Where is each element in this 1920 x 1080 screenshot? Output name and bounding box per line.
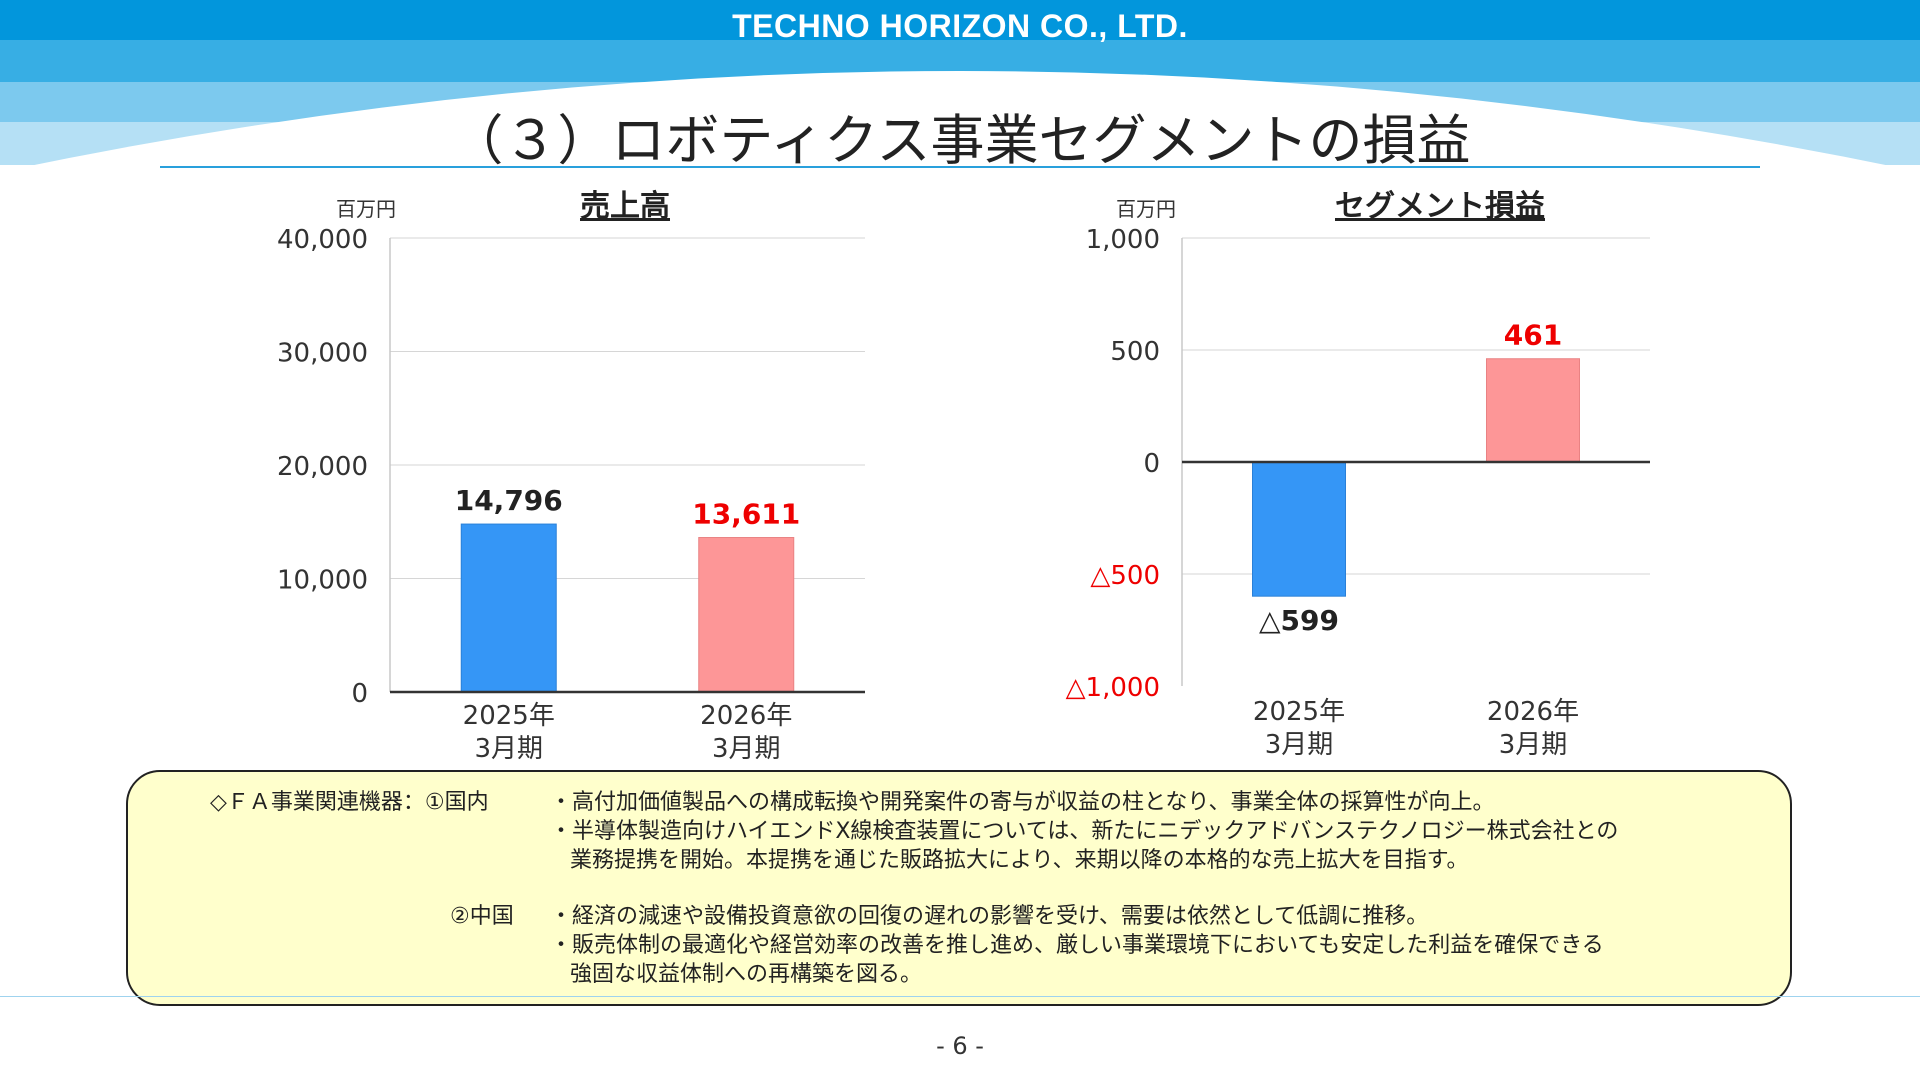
sales-chart: 百万円 売上高 0 10,000 20,000 30,000 40,000 14,796 202…: [0, 180, 900, 770]
header-band-1: [0, 0, 1920, 40]
domestic-bullet-2-cont: 業務提携を開始。本提携を通じた販路拡大により、来期以降の本格的な売上拡大を目指す…: [570, 848, 1469, 873]
chart-title: 売上高: [580, 189, 670, 224]
chart-title: セグメント損益: [1335, 189, 1545, 224]
segment-profit-chart-svg: 百万円 セグメント損益 △1,000 △500 0 500 1,000 △599 2025年 3月…: [1066, 189, 1650, 760]
data-label: △599: [1259, 604, 1339, 637]
y-tick-label: 1,000: [1086, 225, 1160, 255]
china-bullet-2: ・販売体制の最適化や経営効率の改善を推し進め、厳しい事業環境下においても安定した…: [550, 933, 1604, 958]
unit-label: 百万円: [336, 197, 396, 221]
category-label: 2025年 3月期: [1253, 697, 1345, 760]
footer-rule: [0, 996, 1920, 997]
data-label: 13,611: [692, 498, 800, 531]
domestic-bullet-2: ・半導体製造向けハイエンドX線検査装置については、新たにニデックアドバンステクノ…: [550, 819, 1619, 844]
bar: [1252, 461, 1346, 597]
title-underline: [160, 166, 1760, 168]
page-number: - 6 -: [936, 1032, 984, 1060]
unit-label: 百万円: [1116, 197, 1176, 221]
category-label: 2026年 3月期: [700, 701, 792, 764]
segment-label: ◇ＦＡ事業関連機器：①国内: [210, 790, 489, 815]
comment-box: ◇ＦＡ事業関連機器：①国内 ・高付加価値製品への構成転換や開発案件の寄与が収益の…: [126, 770, 1792, 1006]
data-label: 461: [1504, 319, 1562, 352]
y-tick-label: △500: [1090, 561, 1160, 591]
y-tick-label: 0: [1143, 449, 1160, 479]
y-tick-label: 20,000: [277, 452, 368, 482]
y-tick-label: 30,000: [277, 339, 368, 369]
segment-profit-chart: 百万円 セグメント損益 △1,000 △500 0 500 1,000 △599 2025年 3月…: [860, 180, 1760, 770]
company-name: TECHNO HORIZON CO., LTD.: [732, 8, 1188, 44]
data-label: 14,796: [455, 484, 563, 517]
header-white-arc: [9, 71, 1911, 170]
domestic-bullet-1: ・高付加価値製品への構成転換や開発案件の寄与が収益の柱となり、事業全体の採算性が…: [550, 790, 1495, 815]
china-bullet-1: ・経済の減速や設備投資意欲の回復の遅れの影響を受け、需要は依然として低調に推移。: [550, 904, 1429, 929]
y-tick-label: △1,000: [1066, 673, 1160, 703]
y-tick-label: 500: [1110, 337, 1160, 367]
bar: [1486, 358, 1580, 463]
china-bullet-2-cont: 強固な収益体制への再構築を図る。: [570, 962, 923, 987]
page-title: （３）ロボティクス事業セグメントの損益: [449, 109, 1471, 172]
category-label: 2025年 3月期: [463, 701, 555, 764]
category-label: 2026年 3月期: [1487, 697, 1579, 760]
y-tick-label: 10,000: [277, 566, 368, 596]
bar: [460, 523, 557, 693]
header-wave-decoration: [0, 0, 1920, 170]
y-tick-label: 40,000: [277, 225, 368, 255]
sales-chart-svg: 百万円 売上高 0 10,000 20,000 30,000 40,000 14,796 202…: [277, 189, 865, 764]
china-label: ②中国: [450, 904, 514, 929]
y-tick-label: 0: [351, 679, 368, 709]
bar: [698, 537, 795, 693]
